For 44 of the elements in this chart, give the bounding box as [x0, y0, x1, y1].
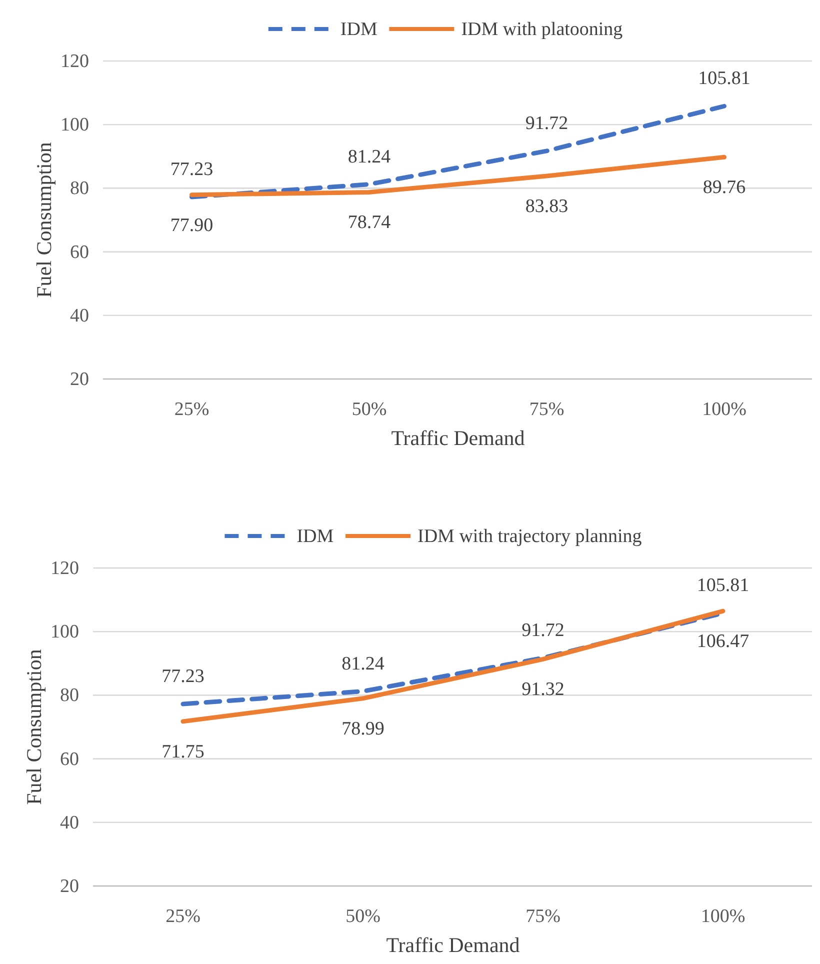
y-tick-label: 100: [60, 114, 89, 136]
data-label: 81.24: [342, 653, 385, 674]
x-tick-label: 50%: [346, 906, 381, 927]
x-tick-label: 100%: [700, 906, 746, 927]
y-tick-label: 80: [70, 178, 89, 200]
x-axis-title: Traffic Demand: [391, 426, 526, 450]
x-tick-label: 100%: [702, 399, 747, 420]
data-label: 71.75: [162, 741, 204, 762]
y-tick-label: 60: [60, 748, 79, 770]
x-tick-label: 25%: [174, 399, 210, 420]
y-axis-title: Fuel Consumption: [32, 142, 56, 298]
data-label: 77.90: [170, 214, 214, 236]
data-label: 91.72: [525, 112, 568, 134]
data-label: 83.83: [525, 196, 568, 218]
data-label: 91.72: [522, 620, 564, 641]
x-tick-label: 25%: [166, 906, 201, 927]
data-label: 77.23: [162, 666, 204, 688]
y-tick-label: 100: [50, 622, 79, 643]
x-tick-label: 50%: [352, 399, 387, 420]
data-label: 105.81: [698, 68, 750, 90]
data-label: 77.23: [170, 159, 214, 180]
y-tick-label: 20: [60, 876, 79, 897]
y-tick-label: 60: [70, 242, 89, 263]
y-axis-title: Fuel Consumption: [22, 648, 46, 805]
data-label: 78.99: [342, 718, 384, 740]
data-label: 89.76: [702, 177, 746, 198]
y-tick-label: 40: [70, 305, 89, 326]
data-label: 106.47: [696, 631, 750, 652]
data-label: 105.81: [696, 575, 750, 596]
legend-label: IDM with trajectory planning: [418, 526, 642, 547]
y-tick-label: 120: [60, 51, 89, 72]
x-tick-label: 75%: [526, 906, 561, 927]
legend-label: IDM: [340, 19, 378, 40]
x-tick-label: 75%: [529, 399, 564, 420]
legend-label: IDM with platooning: [461, 19, 624, 40]
data-label: 78.74: [348, 212, 392, 234]
data-label: 91.32: [522, 679, 564, 700]
y-tick-label: 40: [60, 812, 79, 834]
x-axis-title: Traffic Demand: [386, 933, 520, 957]
y-tick-label: 20: [70, 369, 89, 390]
legend-label: IDM: [296, 526, 334, 547]
y-tick-label: 120: [50, 558, 79, 579]
y-tick-label: 80: [60, 685, 79, 706]
data-label: 81.24: [348, 146, 392, 168]
